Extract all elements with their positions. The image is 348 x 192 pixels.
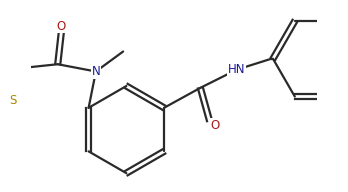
- Text: N: N: [92, 65, 100, 78]
- Text: S: S: [9, 94, 16, 107]
- Text: HN: HN: [228, 63, 245, 76]
- Text: O: O: [57, 20, 66, 33]
- Text: O: O: [210, 118, 220, 132]
